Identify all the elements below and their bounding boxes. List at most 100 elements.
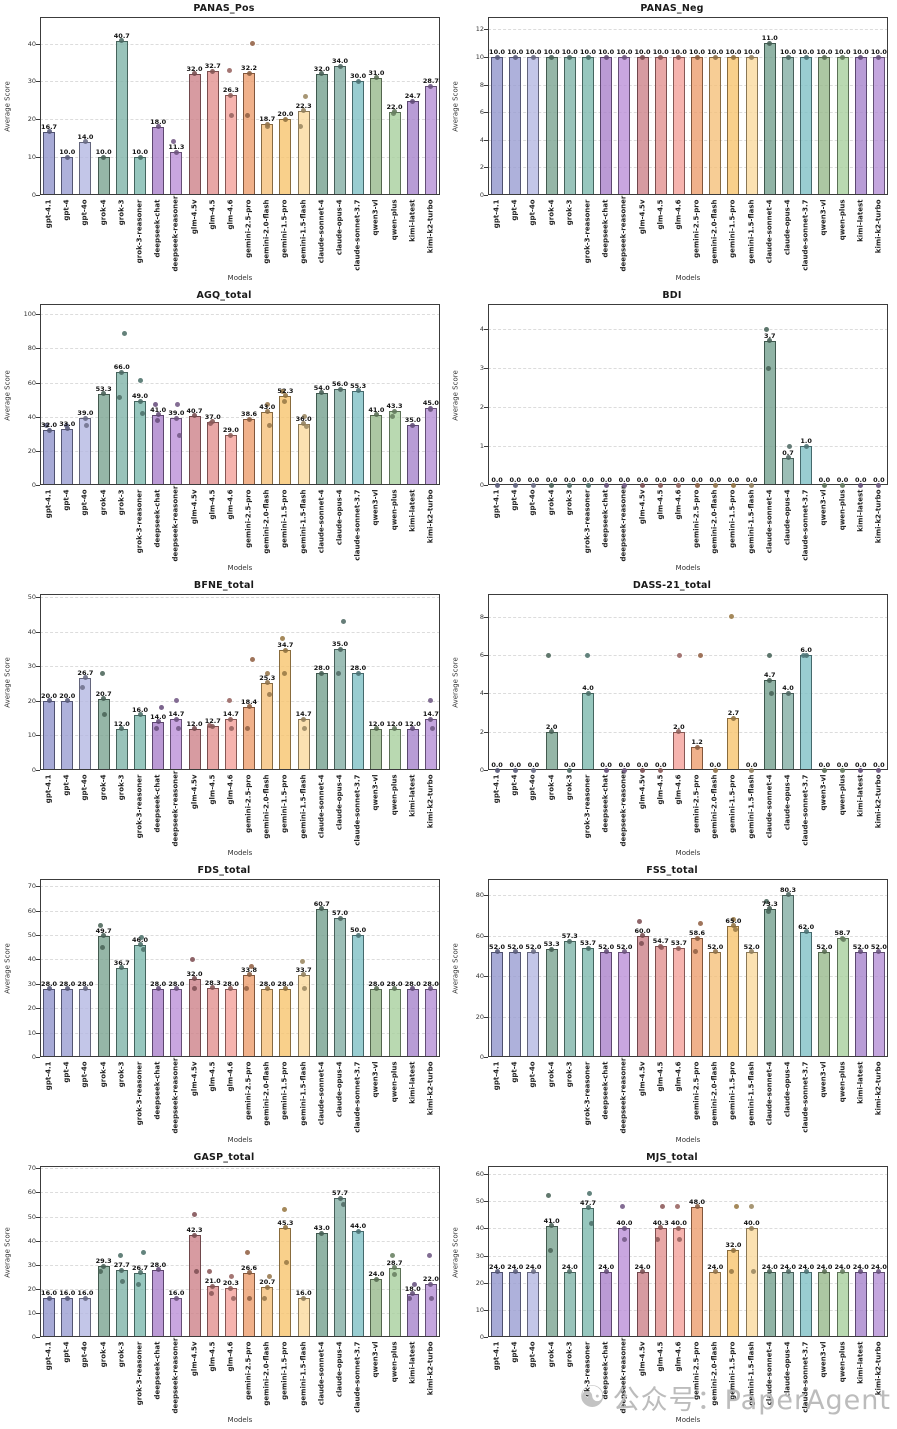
bar-value-label: 0.0: [709, 761, 722, 769]
bar-value-label: 28.0: [59, 979, 76, 988]
bar-value-label: 32.0: [186, 969, 203, 978]
grid-line: [40, 382, 440, 384]
scatter-dot: [876, 54, 882, 60]
y-tick-label: 100: [23, 310, 36, 319]
scatter-dot: [619, 1204, 625, 1210]
scatter-dot: [43, 422, 49, 428]
scatter-dot: [407, 1295, 413, 1301]
scatter-dot: [82, 675, 88, 681]
scatter-dot: [46, 698, 52, 704]
x-tick-label-glm-4.5v: glm-4.5v: [190, 199, 199, 235]
bar-kimi-latest: [854, 951, 867, 1057]
bar-gemini-1.5-pro: [279, 119, 292, 195]
x-tick-label-gemini-1.5-flash: gemini-1.5-flash: [299, 199, 308, 264]
scatter-dot: [769, 690, 775, 696]
x-tick-label-glm-4.6: glm-4.6: [226, 1341, 235, 1372]
grid-line: [488, 1228, 888, 1230]
bar-grok-3-reasoner: [582, 693, 594, 770]
x-tick-label-claude-opus-4: claude-opus-4: [783, 1061, 792, 1118]
x-tick-label-gpt-4.1: gpt-4.1: [44, 199, 53, 229]
bar-gpt-4o: [79, 1298, 92, 1337]
x-tick-label-gpt-4o: gpt-4o: [80, 489, 89, 516]
x-tick-label-glm-4.6: glm-4.6: [226, 199, 235, 230]
x-tick-label-glm-4.5v: glm-4.5v: [190, 774, 199, 810]
grid-line: [40, 935, 440, 937]
y-tick-label: 60: [27, 378, 36, 387]
x-tick-label-gemini-1.5-flash: gemini-1.5-flash: [747, 774, 756, 839]
scatter-dot: [158, 705, 164, 711]
x-tick-label-gemini-2.5-pro: gemini-2.5-pro: [244, 199, 253, 258]
grid-line: [488, 616, 888, 618]
bar-value-label: 20.3: [222, 1279, 239, 1288]
x-tick-label-qwen-plus: qwen-plus: [838, 1061, 847, 1103]
grid-line: [40, 959, 440, 961]
y-tick-label: 0: [31, 1053, 36, 1061]
bar-grok-3-reasoner: [582, 57, 594, 195]
x-tick-label-grok-4: grok-4: [547, 774, 556, 801]
bar-value-label: 24.0: [761, 1262, 778, 1271]
scatter-dot: [192, 1232, 198, 1238]
bar-deepseek-reasoner: [170, 418, 183, 485]
bar-value-label: 16.7: [41, 122, 58, 131]
bar-value-label: 26.3: [222, 86, 239, 95]
scatter-dot: [603, 54, 609, 60]
scatter-dot: [512, 54, 518, 60]
bar-value-label: 20.7: [95, 689, 112, 698]
scatter-dot: [658, 767, 664, 773]
bar-value-label: 0.0: [836, 761, 849, 769]
bar-claude-sonnet-4: [315, 908, 328, 1057]
scatter-dot: [730, 916, 736, 922]
bar-value-label: 47.7: [579, 1198, 597, 1207]
x-tick-label-glm-4.5: glm-4.5: [208, 1061, 217, 1092]
scatter-dot: [546, 1193, 552, 1199]
bar-value-label: 40.0: [616, 1219, 633, 1228]
scatter-dot: [46, 129, 52, 135]
bar-value-label: 16.0: [41, 1289, 58, 1298]
scatter-dot: [64, 698, 70, 704]
y-tick-mark: [36, 735, 40, 737]
scatter-dot: [585, 1205, 591, 1211]
scatter-dot: [749, 949, 755, 955]
grid-line: [40, 43, 440, 45]
scatter-dot: [64, 154, 70, 160]
scatter-dot: [340, 1202, 346, 1208]
y-tick-label: 2: [479, 163, 484, 172]
bar-value-label: 1.2: [691, 738, 703, 747]
bar-value-label: 24.0: [368, 1270, 385, 1279]
scatter-dot: [694, 744, 700, 750]
scatter-dot: [192, 71, 198, 77]
scatter-dot: [621, 54, 627, 60]
bar-deepseek-chat: [152, 126, 165, 195]
scatter-dot: [655, 1236, 661, 1242]
chart-title: BDI: [662, 290, 682, 301]
bar-value-label: 2.7: [727, 709, 740, 718]
bar-deepseek-reasoner: [170, 988, 183, 1057]
bar-value-label: 2.0: [673, 722, 685, 731]
bar-value-label: 10.0: [707, 48, 724, 56]
bar-qwen3-vl: [370, 728, 383, 770]
x-tick-label-qwen-plus: qwen-plus: [390, 1341, 399, 1383]
y-tick-label: 40: [27, 627, 36, 636]
bar-qwen3-vl: [818, 1271, 831, 1337]
bar-claude-sonnet-3.7: [800, 1271, 813, 1337]
bar-value-label: 10.0: [489, 48, 506, 56]
x-tick-label-gemini-1.5-flash: gemini-1.5-flash: [747, 199, 756, 264]
scatter-dot: [282, 647, 288, 653]
y-axis-label: Average Score: [451, 1226, 460, 1278]
bar-kimi-k2-turbo: [424, 86, 437, 195]
scatter-dot: [337, 386, 343, 392]
scatter-dot: [246, 1295, 252, 1301]
x-tick-label-glm-4.6: glm-4.6: [674, 1061, 683, 1092]
x-tick-label-grok-3: grok-3: [565, 774, 574, 801]
scatter-dot: [319, 390, 325, 396]
x-tick-label-gemini-1.5-pro: gemini-1.5-pro: [728, 1061, 737, 1120]
bar-qwen-plus: [388, 1267, 401, 1337]
scatter-dot: [210, 68, 216, 74]
scatter-dot: [304, 424, 310, 430]
scatter-dot: [249, 657, 255, 663]
y-tick-label: 0: [31, 481, 36, 489]
bar-value-label: 0.0: [745, 761, 758, 769]
y-tick-mark: [36, 631, 40, 633]
scatter-dot: [876, 482, 882, 488]
x-tick-label-claude-sonnet-3.7: claude-sonnet-3.7: [801, 774, 810, 846]
